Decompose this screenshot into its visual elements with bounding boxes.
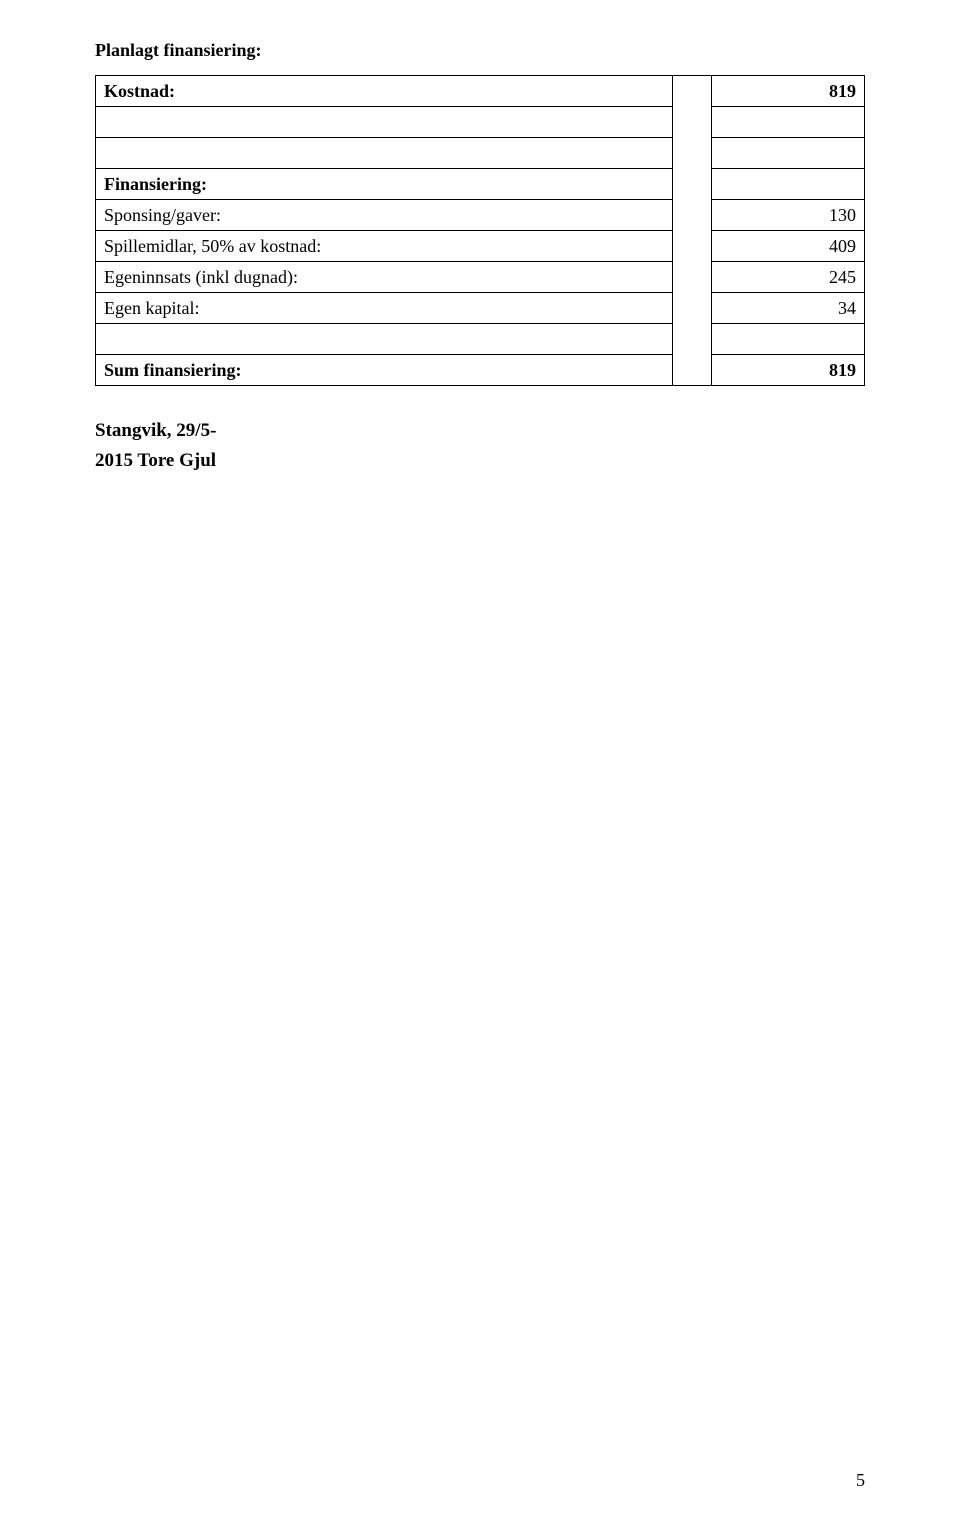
row-label (96, 107, 673, 138)
row-label: Kostnad: (96, 76, 673, 107)
row-value (711, 138, 864, 169)
row-value: 409 (711, 231, 864, 262)
row-value: 819 (711, 355, 864, 386)
table-row: Kostnad: 819 (96, 76, 865, 107)
signature-block: Stangvik, 29/5- 2015 Tore Gjul (95, 416, 865, 477)
row-label: Egen kapital: (96, 293, 673, 324)
table-row (96, 138, 865, 169)
table-row: Finansiering: (96, 169, 865, 200)
row-gap (672, 107, 711, 138)
table-row: Sponsing/gaver: 130 (96, 200, 865, 231)
row-gap (672, 76, 711, 107)
row-value (711, 324, 864, 355)
row-label (96, 138, 673, 169)
row-gap (672, 231, 711, 262)
table-row: Egen kapital: 34 (96, 293, 865, 324)
finance-table: Kostnad: 819 Finansiering:Sponsing/gaver: 1… (95, 75, 865, 386)
signature-line-1: Stangvik, 29/5- (95, 416, 865, 446)
row-label (96, 324, 673, 355)
row-value: 34 (711, 293, 864, 324)
row-value: 130 (711, 200, 864, 231)
table-row (96, 107, 865, 138)
row-gap (672, 355, 711, 386)
row-gap (672, 169, 711, 200)
table-row: Egeninnsats (inkl dugnad): 245 (96, 262, 865, 293)
row-gap (672, 293, 711, 324)
row-gap (672, 138, 711, 169)
row-label: Sum finansiering: (96, 355, 673, 386)
table-row: Spillemidlar, 50% av kostnad: 409 (96, 231, 865, 262)
row-label: Spillemidlar, 50% av kostnad: (96, 231, 673, 262)
page-content: Planlagt finansiering: Kostnad: 819 Finans… (0, 0, 960, 517)
row-gap (672, 324, 711, 355)
page-number: 5 (856, 1470, 865, 1491)
table-row: Sum finansiering: 819 (96, 355, 865, 386)
row-value (711, 169, 864, 200)
row-gap (672, 200, 711, 231)
row-value: 819 (711, 76, 864, 107)
table-row (96, 324, 865, 355)
row-value: 245 (711, 262, 864, 293)
row-label: Egeninnsats (inkl dugnad): (96, 262, 673, 293)
row-label: Finansiering: (96, 169, 673, 200)
section-title: Planlagt finansiering: (95, 40, 865, 61)
row-label: Sponsing/gaver: (96, 200, 673, 231)
row-gap (672, 262, 711, 293)
row-value (711, 107, 864, 138)
signature-line-2: 2015 Tore Gjul (95, 446, 865, 476)
